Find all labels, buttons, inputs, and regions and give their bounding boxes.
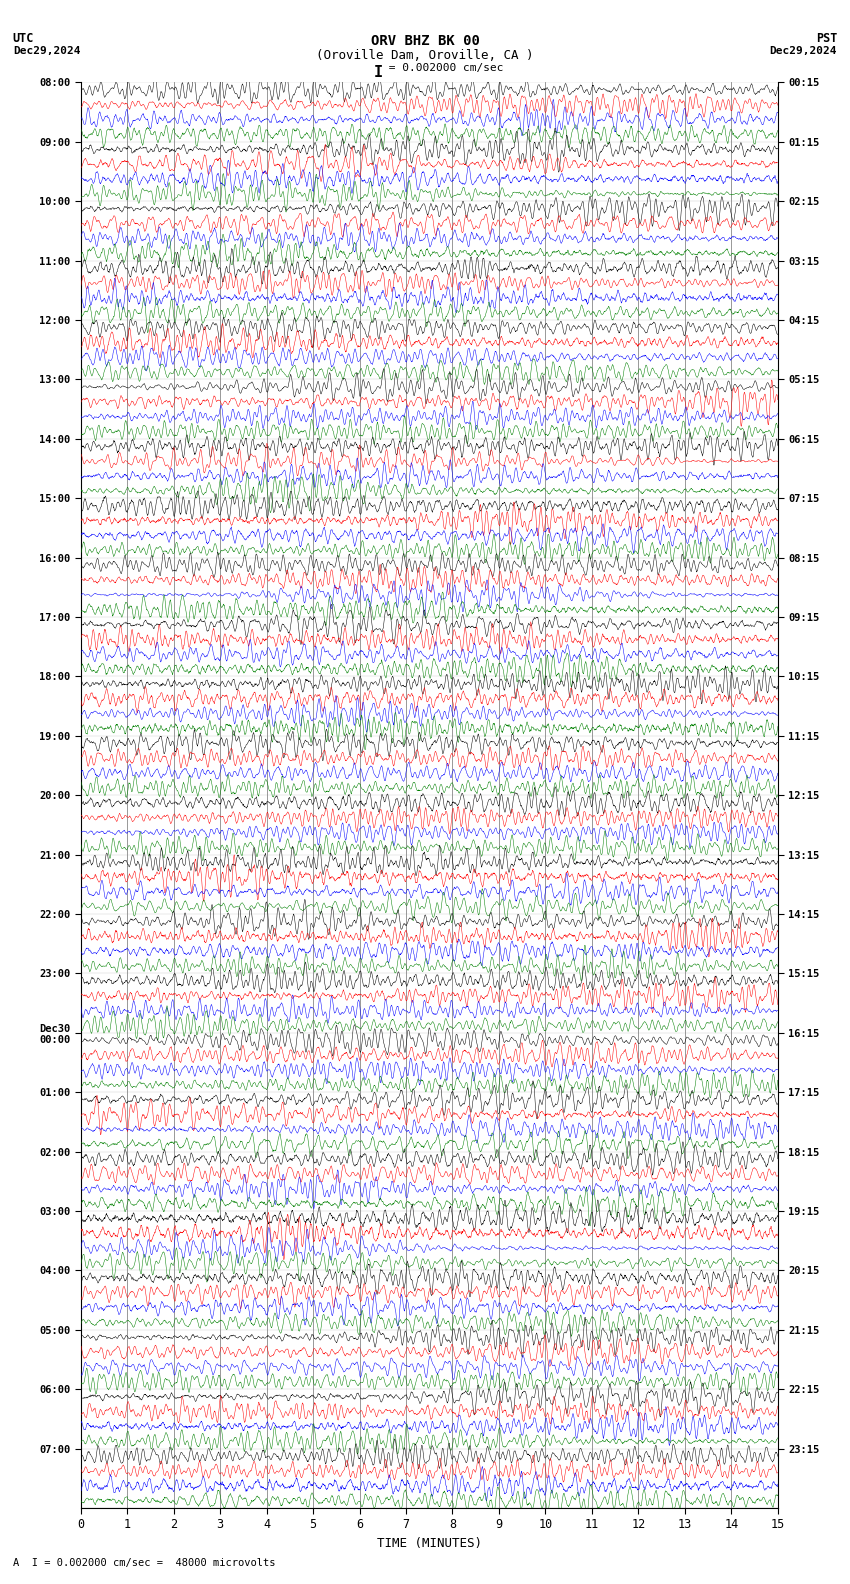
Text: = 0.002000 cm/sec: = 0.002000 cm/sec (382, 63, 504, 73)
Text: I: I (374, 65, 382, 79)
Text: A  I = 0.002000 cm/sec =  48000 microvolts: A I = 0.002000 cm/sec = 48000 microvolts (13, 1559, 275, 1568)
Text: (Oroville Dam, Oroville, CA ): (Oroville Dam, Oroville, CA ) (316, 49, 534, 62)
Text: UTC: UTC (13, 32, 34, 44)
Text: Dec29,2024: Dec29,2024 (770, 46, 837, 55)
X-axis label: TIME (MINUTES): TIME (MINUTES) (377, 1536, 482, 1549)
Text: PST: PST (816, 32, 837, 44)
Text: ORV BHZ BK 00: ORV BHZ BK 00 (371, 33, 479, 48)
Text: Dec29,2024: Dec29,2024 (13, 46, 80, 55)
